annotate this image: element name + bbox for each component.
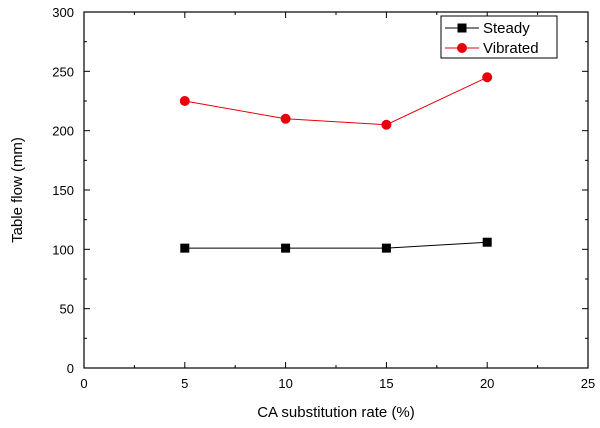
data-point-steady: [180, 243, 190, 253]
data-point-vibrated: [280, 113, 291, 124]
data-point-vibrated: [482, 72, 493, 83]
series-line-vibrated: [184, 76, 488, 126]
y-axis-title: Table flow (mm): [9, 137, 26, 243]
legend-marker-vibrated: [457, 43, 467, 53]
y-tick-label: 300: [52, 5, 74, 20]
x-tick-label: 20: [480, 376, 494, 391]
x-tick-label: 5: [181, 376, 188, 391]
x-axis-title: CA substitution rate (%): [257, 404, 415, 421]
y-tick-label: 150: [52, 183, 74, 198]
data-point-vibrated: [381, 119, 392, 130]
x-tick-label: 25: [581, 376, 595, 391]
y-tick-label: 200: [52, 124, 74, 139]
y-tick-label: 50: [60, 302, 74, 317]
series-steady: [180, 237, 492, 253]
x-tick-label: 0: [80, 376, 87, 391]
plot-frame: [83, 11, 589, 369]
x-axis: 0 5 10 15 20 25: [80, 12, 595, 391]
series-line-steady: [184, 241, 488, 249]
x-tick-label: 15: [379, 376, 393, 391]
data-point-vibrated: [179, 96, 190, 106]
legend-marker-steady: [457, 23, 467, 33]
legend: Steady Vibrated: [440, 15, 558, 59]
series-layer: [179, 72, 493, 253]
y-tick-label: 250: [52, 64, 74, 79]
legend-label-vibrated: Vibrated: [483, 40, 539, 57]
y-axis: 0 50 100 150 200 250 300: [52, 5, 588, 376]
y-tick-label: 0: [67, 361, 74, 376]
y-tick-label: 100: [52, 242, 74, 257]
series-vibrated: [179, 72, 493, 130]
legend-item-vibrated: Vibrated: [445, 40, 539, 57]
x-tick-label: 10: [278, 376, 292, 391]
data-point-steady: [281, 243, 291, 253]
data-point-steady: [381, 243, 391, 253]
data-point-steady: [482, 237, 492, 247]
axes: 0 5 10 15 20 25 0 50 100 150 200 250 300: [52, 5, 595, 391]
legend-entries: Steady Vibrated: [445, 20, 539, 57]
legend-label-steady: Steady: [483, 20, 530, 37]
legend-item-steady: Steady: [445, 20, 530, 37]
